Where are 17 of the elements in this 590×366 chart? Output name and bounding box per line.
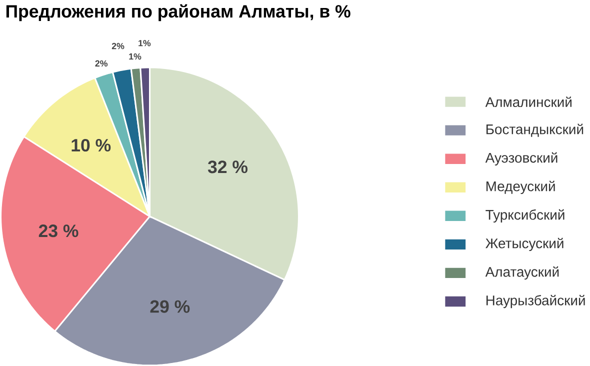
data-label: 29 % [150,300,190,313]
data-label: 2% [95,60,108,66]
data-label: 23 % [38,224,78,238]
data-label: 1% [129,53,142,60]
data-label: 10 % [72,138,111,152]
legend-label: Турксибский [486,209,564,222]
chart-title: Предложения по районам Алматы, в % [6,4,350,22]
legend-label: Алатауский [485,266,559,280]
legend-label: Ауэзовский [485,152,558,166]
data-label: 1% [138,40,151,46]
legend-label: Наурызбайский [486,294,585,308]
data-label: 2% [112,42,124,50]
legend-label: Бостандыкский [486,124,584,137]
legend-label: Жетысуский [486,238,564,251]
legend-label: Алмалинский [485,96,572,107]
data-label: 32 % [208,160,248,174]
legend-label: Медеуский [486,180,555,194]
